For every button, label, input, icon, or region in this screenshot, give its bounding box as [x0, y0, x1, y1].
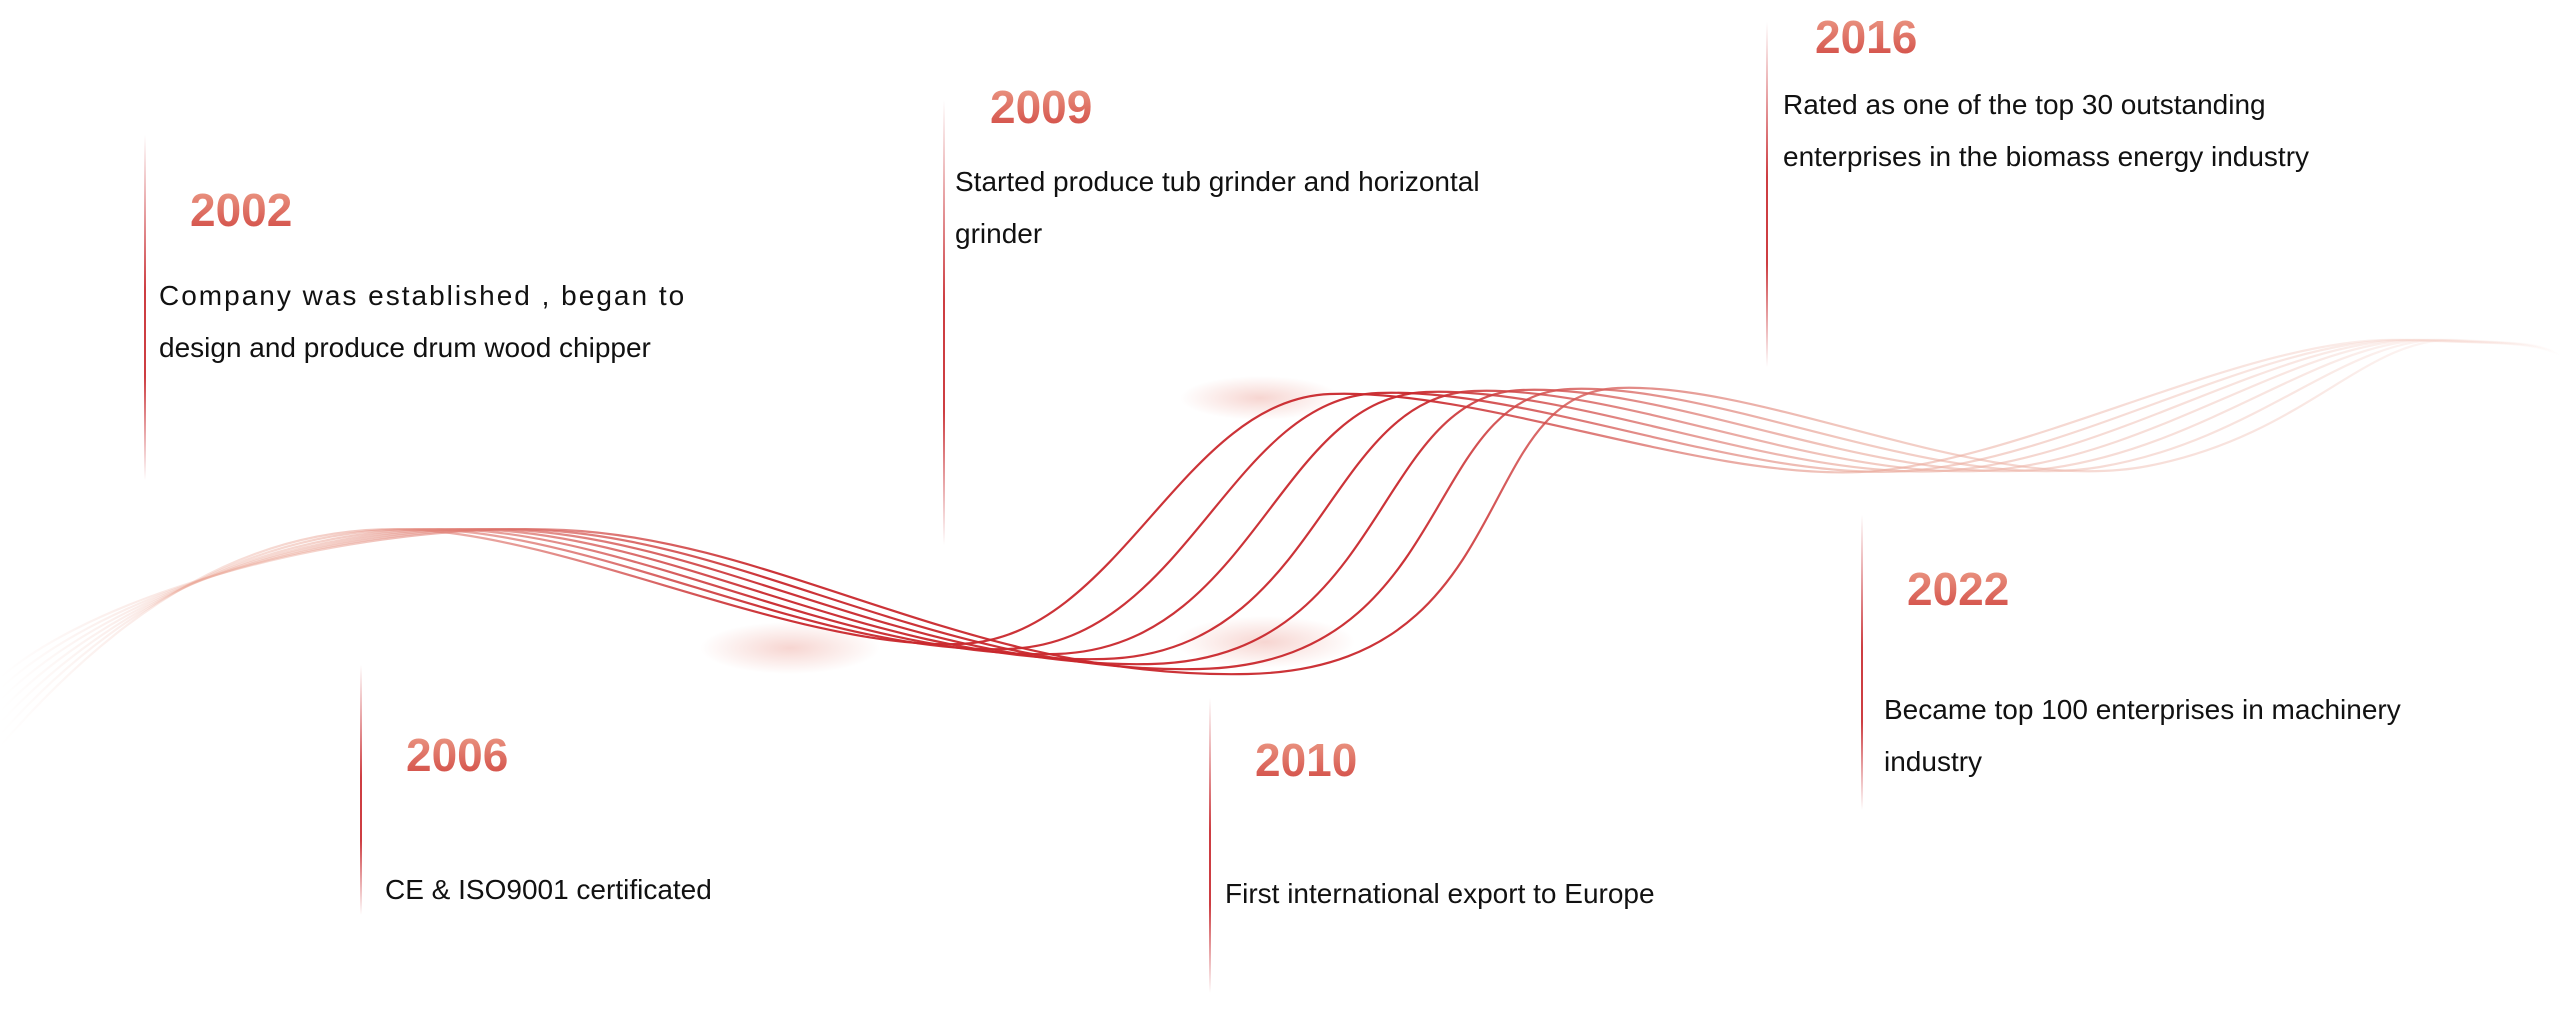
timeline-year: 2002: [190, 184, 293, 236]
timeline-year: 2022: [1907, 563, 2010, 615]
timeline-description: CE & ISO9001 certificated: [385, 864, 945, 916]
wave-line: [0, 338, 2560, 680]
description-line: CE & ISO9001 certificated: [385, 874, 712, 905]
timeline-year: 2009: [990, 81, 1093, 133]
timeline-description: Started produce tub grinder and horizont…: [955, 156, 1575, 260]
description-line: First international export to Europe: [1225, 878, 1655, 909]
description-line: Started produce tub grinder and horizont…: [955, 166, 1480, 197]
description-line: grinder: [955, 218, 1043, 249]
timeline-description: First international export to Europe: [1225, 868, 1845, 920]
description-line: Company was established , began to: [159, 280, 687, 311]
description-line: Became top 100 enterprises in machinery: [1884, 694, 2401, 725]
description-line: Rated as one of the top 30 outstanding: [1783, 89, 2266, 120]
description-line: industry: [1884, 746, 1983, 777]
timeline-year: 2016: [1815, 11, 1918, 63]
timeline-year: 2006: [406, 729, 509, 781]
timeline-divider: [1209, 698, 1211, 993]
timeline-divider: [943, 100, 945, 545]
timeline-divider: [1766, 22, 1768, 367]
description-line: design and produce drum wood chipper: [159, 332, 651, 363]
timeline-divider: [360, 665, 362, 915]
timeline-year: 2010: [1255, 734, 1358, 786]
timeline-description: Rated as one of the top 30 outstanding e…: [1783, 79, 2423, 183]
timeline-description: Company was established , began to desig…: [159, 270, 779, 374]
timeline-divider: [1861, 515, 1863, 810]
description-line: enterprises in the biomass energy indust…: [1783, 141, 2310, 172]
timeline-description: Became top 100 enterprises in machinery …: [1884, 684, 2504, 788]
timeline-divider: [144, 135, 146, 480]
